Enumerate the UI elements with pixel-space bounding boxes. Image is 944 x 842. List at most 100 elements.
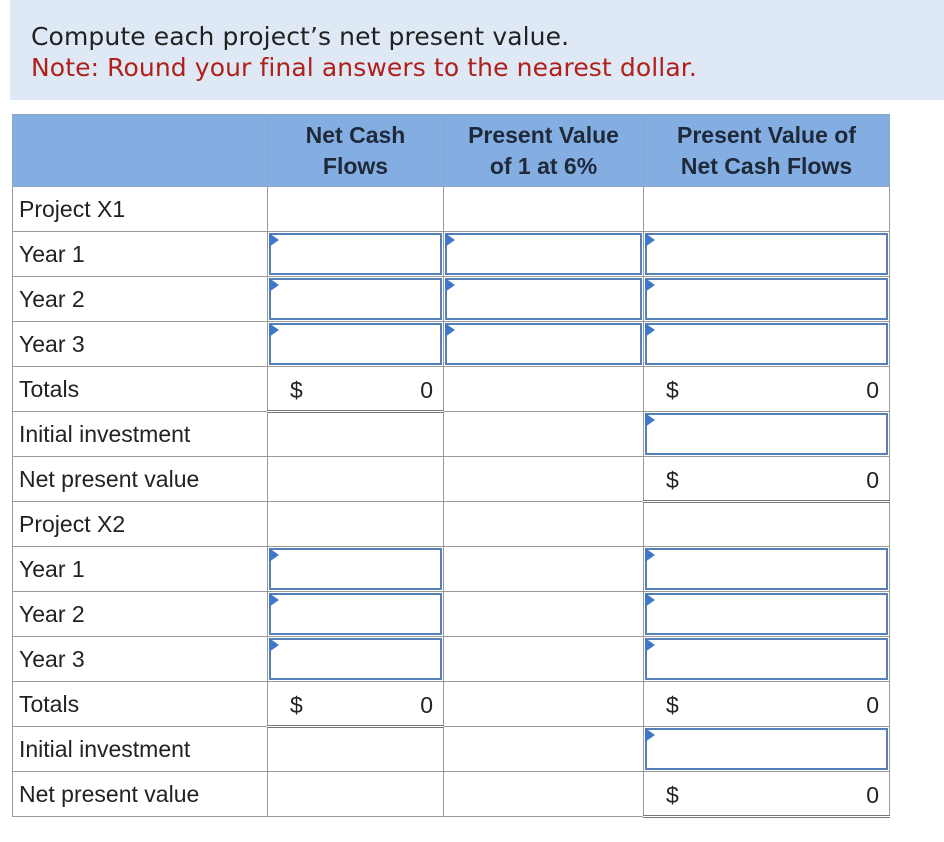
empty-cell [443, 186, 644, 232]
totals-value: 0 [866, 692, 879, 718]
totals-value: 0 [420, 377, 433, 403]
empty-cell [443, 501, 644, 547]
empty-cell [267, 411, 444, 457]
input-marker-icon [445, 233, 455, 247]
empty-cell [267, 501, 444, 547]
totals-row: Totals $ 0 $ 0 [12, 366, 890, 413]
pv-net-cash-flow-input[interactable] [643, 276, 890, 322]
empty-cell [443, 591, 644, 637]
currency-symbol: $ [290, 377, 303, 403]
totals-label: Totals [12, 681, 268, 727]
pv-factor-input[interactable] [443, 321, 644, 367]
totals-value: 0 [866, 377, 879, 403]
year-label: Year 1 [12, 231, 268, 277]
pv-net-cash-flow-input[interactable] [643, 231, 890, 277]
net-cash-flow-input[interactable] [267, 321, 444, 367]
initial-investment-label: Initial investment [12, 411, 268, 457]
totals-label: Totals [12, 366, 268, 412]
empty-cell [443, 771, 644, 817]
header-blank [12, 114, 268, 187]
initial-investment-row: Initial investment [12, 726, 890, 772]
header-pv-net-cash-flows: Present Value of Net Cash Flows [643, 114, 890, 187]
empty-cell [443, 366, 644, 412]
header-net-cash-flows: Net Cash Flows [267, 114, 444, 187]
currency-symbol: $ [666, 782, 679, 808]
initial-investment-label: Initial investment [12, 726, 268, 772]
npv-value-cell: $ 0 [643, 456, 890, 503]
year-label: Year 3 [12, 636, 268, 682]
year-row: Year 3 [12, 321, 890, 367]
question-text: Compute each project’s net present value… [31, 22, 570, 51]
empty-cell [443, 726, 644, 772]
initial-investment-input[interactable] [643, 411, 890, 457]
input-marker-icon [445, 323, 455, 337]
input-marker-icon [445, 278, 455, 292]
totals-net-cash-flows: $ 0 [267, 681, 444, 728]
currency-symbol: $ [666, 467, 679, 493]
empty-cell [267, 456, 444, 502]
input-marker-icon [269, 638, 279, 652]
pv-net-cash-flow-input[interactable] [643, 546, 890, 592]
instructions-panel: Compute each project’s net present value… [10, 0, 944, 100]
empty-cell [643, 501, 890, 547]
net-cash-flow-input[interactable] [267, 276, 444, 322]
project-row: Project X1 [12, 186, 890, 232]
input-marker-icon [269, 233, 279, 247]
net-cash-flow-input[interactable] [267, 591, 444, 637]
year-label: Year 2 [12, 591, 268, 637]
pv-net-cash-flow-input[interactable] [643, 636, 890, 682]
npv-value: 0 [866, 467, 879, 493]
input-marker-icon [645, 593, 655, 607]
currency-symbol: $ [666, 692, 679, 718]
year-row: Year 2 [12, 591, 890, 637]
input-marker-icon [269, 278, 279, 292]
input-marker-icon [645, 323, 655, 337]
npv-value: 0 [866, 782, 879, 808]
input-marker-icon [645, 728, 655, 742]
input-marker-icon [269, 323, 279, 337]
input-marker-icon [645, 233, 655, 247]
header-pv-factor: Present Value of 1 at 6% [443, 114, 644, 187]
net-cash-flow-input[interactable] [267, 546, 444, 592]
pv-net-cash-flow-input[interactable] [643, 591, 890, 637]
empty-cell [643, 186, 890, 232]
empty-cell [267, 771, 444, 817]
npv-row: Net present value $ 0 [12, 456, 890, 503]
year-row: Year 3 [12, 636, 890, 682]
currency-symbol: $ [666, 377, 679, 403]
totals-pv: $ 0 [643, 366, 890, 412]
year-row: Year 2 [12, 276, 890, 322]
year-label: Year 2 [12, 276, 268, 322]
empty-cell [443, 411, 644, 457]
header-row: Net Cash Flows Present Value of 1 at 6% … [12, 114, 890, 187]
net-cash-flow-input[interactable] [267, 231, 444, 277]
npv-table: Net Cash Flows Present Value of 1 at 6% … [12, 114, 890, 818]
project-row: Project X2 [12, 501, 890, 547]
pv-net-cash-flow-input[interactable] [643, 321, 890, 367]
npv-label: Net present value [12, 456, 268, 502]
project-name: Project X1 [12, 186, 268, 232]
totals-net-cash-flows: $ 0 [267, 366, 444, 413]
npv-row: Net present value $ 0 [12, 771, 890, 818]
empty-cell [443, 636, 644, 682]
empty-cell [443, 546, 644, 592]
totals-value: 0 [420, 692, 433, 718]
project-name: Project X2 [12, 501, 268, 547]
empty-cell [267, 726, 444, 772]
note-text: Note: Round your final answers to the ne… [31, 53, 697, 82]
empty-cell [443, 681, 644, 727]
empty-cell [267, 186, 444, 232]
initial-investment-input[interactable] [643, 726, 890, 772]
pv-factor-input[interactable] [443, 276, 644, 322]
input-marker-icon [645, 413, 655, 427]
empty-cell [443, 456, 644, 502]
initial-investment-row: Initial investment [12, 411, 890, 457]
year-label: Year 1 [12, 546, 268, 592]
year-row: Year 1 [12, 231, 890, 277]
npv-value-cell: $ 0 [643, 771, 890, 818]
pv-factor-input[interactable] [443, 231, 644, 277]
input-marker-icon [269, 548, 279, 562]
net-cash-flow-input[interactable] [267, 636, 444, 682]
currency-symbol: $ [290, 692, 303, 718]
npv-label: Net present value [12, 771, 268, 817]
